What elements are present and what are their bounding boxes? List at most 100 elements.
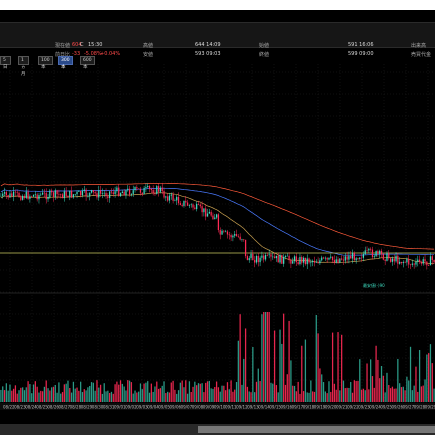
volume-bar bbox=[375, 345, 377, 402]
volume-bar bbox=[161, 385, 163, 402]
period-button-600[interactable]: 600本 bbox=[80, 56, 95, 70]
volume-bar bbox=[225, 390, 227, 402]
volume-bar bbox=[406, 376, 408, 402]
volume-bar bbox=[391, 386, 394, 402]
candle-body bbox=[264, 255, 267, 260]
candle-body bbox=[125, 190, 127, 196]
open-value: 591 16:06 bbox=[348, 42, 374, 48]
volume-bar bbox=[359, 359, 361, 402]
candle-body bbox=[181, 204, 183, 206]
candle-body bbox=[370, 248, 372, 250]
candle-body bbox=[228, 234, 230, 236]
volume-bar bbox=[259, 381, 261, 402]
candle-body bbox=[308, 258, 310, 263]
candle-body bbox=[45, 192, 47, 200]
volume-bar bbox=[61, 392, 64, 402]
candle-body bbox=[223, 230, 225, 232]
volume-bar bbox=[208, 380, 210, 402]
candle-body bbox=[32, 194, 35, 197]
volume-bar bbox=[268, 312, 270, 402]
volume-bar bbox=[87, 387, 89, 402]
period-button-1m[interactable]: 1ヵ月 bbox=[18, 56, 29, 77]
candle-body bbox=[337, 259, 339, 263]
volume-bar bbox=[212, 388, 214, 402]
date-label: 09/05 bbox=[158, 405, 170, 410]
volume-bar bbox=[426, 354, 428, 402]
volume-bar bbox=[290, 360, 292, 402]
volume-bar bbox=[186, 393, 189, 402]
scrollbar-thumb[interactable] bbox=[198, 426, 435, 433]
stock-chart[interactable]: 最安値(-)90 08/22 08/23 08/24 08/25 08/26 08/27 0… bbox=[0, 64, 435, 424]
candle-body bbox=[150, 188, 152, 191]
volume-bar bbox=[147, 381, 149, 402]
date-label: 09/27 bbox=[403, 405, 415, 410]
candle-body bbox=[230, 235, 232, 238]
candle-body bbox=[196, 203, 198, 210]
date-label: 08/25 bbox=[36, 405, 48, 410]
volume-bar bbox=[40, 390, 42, 402]
candle-body bbox=[157, 186, 160, 192]
candle-body bbox=[380, 250, 383, 255]
date-label: 09/04 bbox=[147, 405, 159, 410]
candle-body bbox=[221, 230, 223, 235]
volume-bar bbox=[0, 389, 2, 402]
volume-bar bbox=[25, 387, 27, 402]
volume-bar bbox=[123, 386, 125, 402]
volume-bar bbox=[237, 340, 239, 402]
candle-body bbox=[272, 256, 274, 258]
volume-bar bbox=[281, 343, 283, 402]
candle-body bbox=[138, 188, 140, 190]
volume-bar bbox=[254, 392, 256, 402]
candle-body bbox=[277, 255, 279, 263]
candle-body bbox=[348, 256, 350, 260]
volume-bar bbox=[45, 380, 47, 402]
candle-body bbox=[107, 196, 109, 198]
volume-bar bbox=[324, 391, 326, 402]
candle-body bbox=[16, 192, 18, 193]
chart-scrollbar[interactable] bbox=[0, 424, 435, 435]
candle-body bbox=[420, 262, 423, 264]
candle-body bbox=[99, 190, 102, 194]
date-label: 09/20 bbox=[325, 405, 337, 410]
period-button-300[interactable]: 300本 bbox=[58, 56, 73, 70]
candle-body bbox=[243, 239, 245, 240]
candle-body bbox=[225, 231, 227, 233]
volume-bar bbox=[337, 332, 339, 402]
candle-body bbox=[214, 217, 216, 220]
date-label: 09/02 bbox=[125, 405, 137, 410]
date-label: 09/28 bbox=[414, 405, 426, 410]
volume-bar bbox=[114, 384, 116, 402]
candle-body bbox=[114, 191, 116, 195]
candle-body bbox=[74, 194, 76, 195]
candle-body bbox=[163, 191, 165, 198]
candle-body bbox=[116, 187, 118, 192]
candle-body bbox=[76, 191, 78, 195]
candle-body bbox=[350, 256, 352, 259]
volume-bar bbox=[121, 383, 123, 402]
candle-body bbox=[400, 261, 403, 264]
candle-body bbox=[217, 214, 220, 231]
period-button-100[interactable]: 100本 bbox=[38, 56, 53, 70]
volume-bar bbox=[34, 381, 36, 402]
candle-body bbox=[312, 260, 314, 263]
volume-bar bbox=[7, 390, 9, 402]
candle-body bbox=[399, 261, 401, 264]
date-label: 08/22 bbox=[3, 405, 15, 410]
volume-bar bbox=[110, 391, 113, 402]
date-label: 09/22 bbox=[347, 405, 359, 410]
date-label: 08/28 bbox=[70, 405, 82, 410]
volume-bar bbox=[370, 359, 372, 402]
date-label: 08/30 bbox=[92, 405, 104, 410]
candle-body bbox=[391, 258, 394, 262]
volume-bar bbox=[293, 385, 296, 402]
period-button-5d[interactable]: 5日 bbox=[0, 56, 11, 70]
date-label: 09/17 bbox=[292, 405, 304, 410]
candle-body bbox=[152, 190, 154, 194]
date-label: 09/11 bbox=[225, 405, 237, 410]
candle-body bbox=[346, 256, 348, 260]
candle-body bbox=[67, 195, 69, 198]
volume-bar bbox=[379, 378, 381, 402]
volume-bar bbox=[148, 392, 151, 402]
volume-bar bbox=[384, 392, 386, 402]
volume-bar bbox=[89, 385, 91, 402]
